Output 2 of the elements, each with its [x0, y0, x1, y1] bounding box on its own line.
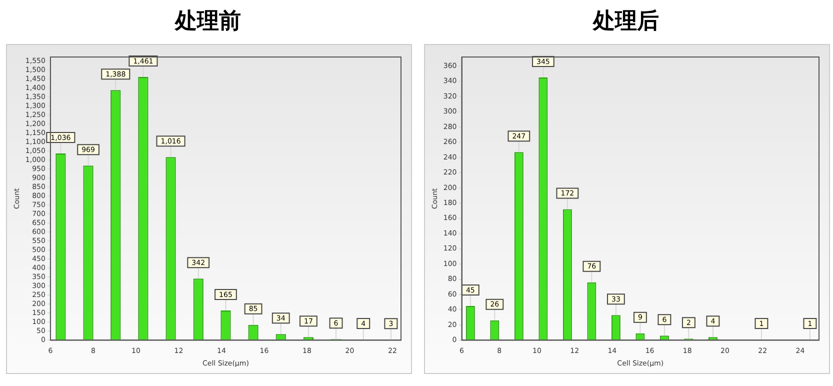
chart-title: 处理前	[174, 8, 242, 36]
chart-title: 处理后	[592, 8, 660, 36]
